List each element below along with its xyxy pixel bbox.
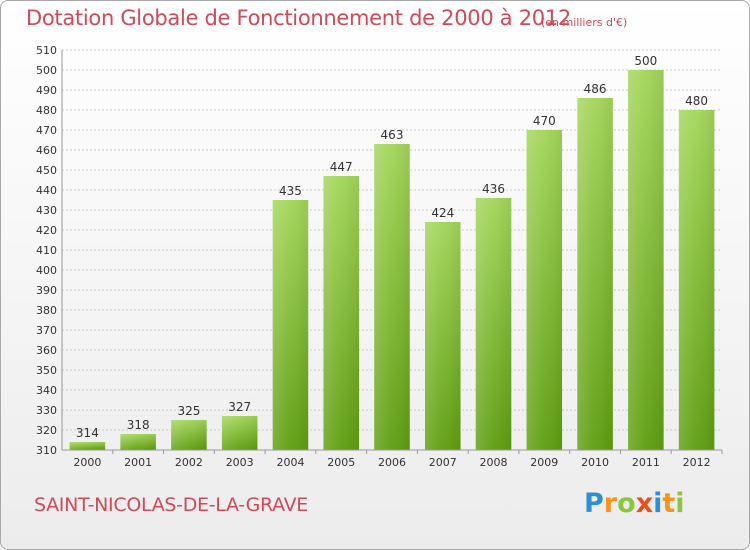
bar-shine-2011 (628, 70, 664, 450)
commune-name: SAINT-NICOLAS-DE-LA-GRAVE (34, 494, 309, 516)
y-tick-label: 430 (36, 204, 57, 217)
x-tick-label: 2005 (327, 456, 355, 469)
x-tick-label: 2009 (530, 456, 558, 469)
bar-shine-2003 (221, 416, 258, 450)
logo-letter: P (584, 488, 604, 519)
data-label: 480 (685, 94, 708, 108)
y-tick-label: 340 (36, 384, 57, 397)
y-tick-label: 310 (36, 444, 57, 457)
bar-shine-2002 (171, 420, 207, 450)
logo-letter: i (653, 488, 663, 519)
y-tick-label: 470 (36, 124, 57, 137)
bar-shine-2009 (526, 130, 563, 450)
data-label: 463 (381, 128, 404, 142)
proxiti-logo: Proxiti (584, 488, 685, 519)
data-label: 314 (76, 426, 99, 440)
y-tick-label: 440 (36, 184, 57, 197)
y-tick-label: 510 (36, 44, 57, 57)
y-tick-label: 460 (36, 144, 57, 157)
data-label: 435 (279, 184, 302, 198)
x-tick-label: 2012 (683, 456, 711, 469)
y-tick-label: 500 (36, 64, 57, 77)
chart-subtitle: (en milliers d'€) (541, 16, 628, 29)
y-tick-label: 350 (36, 364, 57, 377)
bar-shine-2008 (475, 198, 512, 450)
x-tick-label: 2011 (632, 456, 660, 469)
logo-letter: o (617, 488, 636, 519)
chart-title: Dotation Globale de Fonctionnement de 20… (26, 6, 571, 30)
logo-letter: t (662, 488, 676, 519)
x-tick-label: 2006 (378, 456, 406, 469)
data-label: 318 (127, 418, 150, 432)
bar-shine-2006 (374, 144, 410, 450)
y-tick-label: 330 (36, 404, 57, 417)
bar-shine-2001 (120, 434, 156, 450)
bar-shine-2010 (577, 98, 613, 450)
x-tick-label: 2008 (480, 456, 508, 469)
data-label: 486 (584, 82, 607, 96)
data-label: 327 (228, 400, 251, 414)
data-label: 447 (330, 160, 353, 174)
logo-letter: r (603, 488, 618, 519)
y-tick-label: 450 (36, 164, 57, 177)
bar-shine-2004 (272, 200, 309, 450)
data-label: 325 (177, 404, 200, 418)
x-tick-label: 2004 (276, 456, 304, 469)
x-tick-label: 2000 (73, 456, 101, 469)
data-label: 470 (533, 114, 556, 128)
x-tick-label: 2002 (175, 456, 203, 469)
y-tick-label: 370 (36, 324, 57, 337)
logo-letter: x (635, 488, 654, 519)
bar-shine-2012 (678, 110, 715, 450)
bar-shine-2005 (323, 176, 359, 450)
bar-shine-2000 (69, 442, 106, 450)
x-tick-label: 2001 (124, 456, 152, 469)
y-tick-label: 380 (36, 304, 57, 317)
x-tick-label: 2010 (581, 456, 609, 469)
data-label: 500 (634, 54, 657, 68)
y-tick-label: 480 (36, 104, 57, 117)
data-label: 436 (482, 182, 505, 196)
data-label: 424 (431, 206, 454, 220)
y-tick-label: 420 (36, 224, 57, 237)
y-tick-label: 490 (36, 84, 57, 97)
y-tick-label: 360 (36, 344, 57, 357)
y-tick-label: 410 (36, 244, 57, 257)
x-tick-label: 2007 (429, 456, 457, 469)
y-tick-label: 390 (36, 284, 57, 297)
logo-letter: i (675, 488, 685, 519)
y-tick-label: 320 (36, 424, 57, 437)
x-tick-label: 2003 (226, 456, 254, 469)
bar-shine-2007 (425, 222, 461, 450)
y-tick-label: 400 (36, 264, 57, 277)
